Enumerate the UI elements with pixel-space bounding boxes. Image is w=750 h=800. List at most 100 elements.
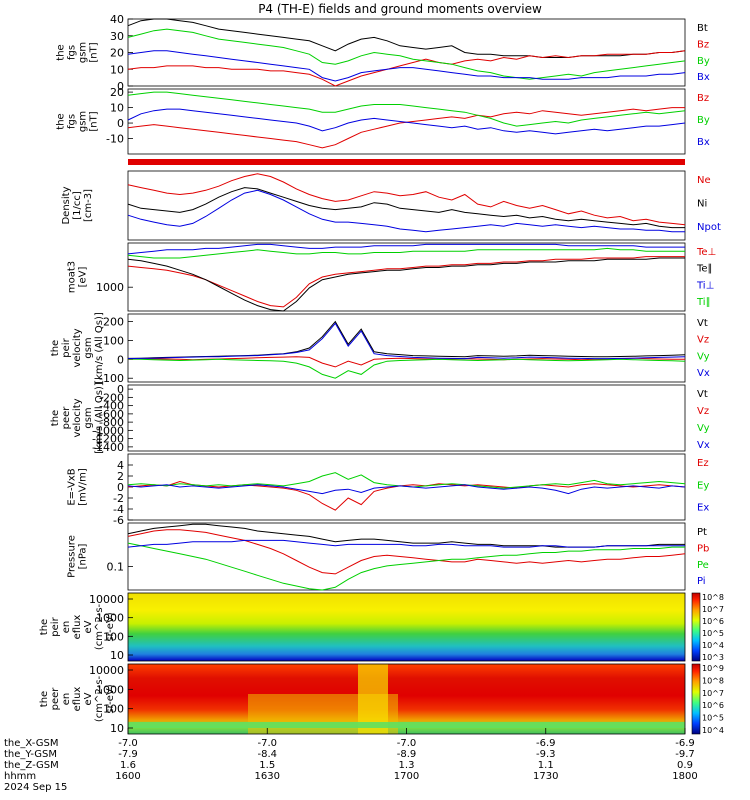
series-line-Ni xyxy=(127,187,685,229)
series-line-Vt xyxy=(127,320,686,359)
y-axis-label: velocity xyxy=(72,398,83,437)
colorbar-tick-label: 10^3 xyxy=(702,653,724,662)
series-line-By xyxy=(127,28,686,80)
y-axis-label: the xyxy=(50,410,61,426)
y-tick-label: -6 xyxy=(113,514,124,527)
panel-frame xyxy=(127,592,686,662)
series-line-Pi xyxy=(127,539,685,548)
date-label: 2024 Sep 15 xyxy=(4,782,67,793)
panel-7: 0.1 Pressure [nPa] Pt Pb Pe Pi xyxy=(67,522,709,591)
y-axis-label: sr-eV) xyxy=(105,612,116,641)
y-tick-label: 0 xyxy=(117,353,124,366)
legend-entry: Ey xyxy=(697,480,709,491)
colorbar-tick-label: 10^6 xyxy=(702,617,724,626)
colorbar-tick-label: 10^5 xyxy=(702,714,724,723)
y-axis-label: [km/s (All Qs)] xyxy=(94,312,105,384)
series-line-By xyxy=(127,91,686,127)
y-axis-label: en xyxy=(61,621,72,634)
legend-entry: Vy xyxy=(697,423,710,434)
x-axis-row-label: hhmm xyxy=(4,771,36,782)
y-axis-label: the xyxy=(56,44,67,60)
legend-entry: Te∥ xyxy=(696,264,713,275)
legend-entry: Vt xyxy=(697,318,708,329)
y-axis-label: (cm^2-s- xyxy=(94,675,105,722)
spectrogram-feature xyxy=(128,722,685,728)
y-axis-label: E=-VxB xyxy=(67,468,78,505)
x-tick-label: 1600 xyxy=(115,771,140,782)
y-tick-label: 2 xyxy=(117,470,124,483)
y-tick-label: -2 xyxy=(113,492,124,505)
series-line-Pe xyxy=(127,542,685,591)
series-line-Vy xyxy=(127,358,686,379)
y-tick-label: 1000 xyxy=(96,683,124,696)
panel-0: 0 10 20 30 40 the fgs gsm [nT] Bt Bz By Bx xyxy=(56,13,710,93)
y-tick-label: -400 xyxy=(99,400,124,413)
colorbar-tick-label: 10^4 xyxy=(702,726,724,735)
colorbar-tick-label: 10^7 xyxy=(702,689,724,698)
x-tick-label: 1700 xyxy=(394,771,419,782)
panel-frame xyxy=(127,242,686,312)
series-line-Te∥ xyxy=(127,257,685,312)
legend-entry: Vy xyxy=(697,351,710,362)
x-tick-label: 1800 xyxy=(672,771,697,782)
colorbar-tick-label: 10^7 xyxy=(702,605,724,614)
y-tick-label: -1400 xyxy=(92,441,124,454)
y-axis-label: en xyxy=(61,693,72,706)
y-axis-label: [nPa] xyxy=(78,543,89,569)
series-line-Vx xyxy=(127,322,686,360)
y-axis-label: [nT] xyxy=(89,111,100,131)
x-tick-label: 1.6 xyxy=(120,760,136,771)
colorbar xyxy=(691,663,701,735)
colorbar-tick-label: 10^6 xyxy=(702,701,724,710)
y-tick-label: 1000 xyxy=(96,281,124,294)
panel-9: 10^9 10^8 10^7 10^6 10^5 10^4 10 100 1000 10000 th… xyxy=(39,663,724,735)
panel-2: Density [1/cc] [cm-3] Ne Ni Npot xyxy=(61,170,721,241)
y-tick-label: 20 xyxy=(110,47,124,60)
y-tick-label: 0 xyxy=(117,80,124,93)
y-axis-label: [mV/m] xyxy=(78,468,89,506)
panel-frame xyxy=(127,313,686,383)
series-line-Ti⊥ xyxy=(127,243,685,255)
y-tick-label: 30 xyxy=(110,30,124,43)
y-tick-label: 10000 xyxy=(89,664,124,677)
y-tick-label: 10 xyxy=(110,63,124,76)
x-tick-label: -7.0 xyxy=(257,738,277,749)
legend-entry: Vx xyxy=(697,368,710,379)
x-tick-label: -7.0 xyxy=(397,738,417,749)
legend-entry: By xyxy=(697,115,710,126)
series-line-Bz xyxy=(127,50,686,87)
y-axis-label: the xyxy=(50,340,61,356)
y-tick-label: 1000 xyxy=(96,612,124,625)
y-axis-label: sr-eV) xyxy=(105,684,116,713)
y-axis-label: gsm xyxy=(78,42,89,63)
panel-1: -10 0 10 20 the fgs gsm [nT] Bz By Bx xyxy=(56,86,710,155)
series-line-Ez xyxy=(127,480,686,511)
legend-entry: Bt xyxy=(697,23,708,34)
legend-entry: Ez xyxy=(697,458,709,469)
series-line-Ex xyxy=(127,484,686,495)
y-axis-label: eV xyxy=(83,692,94,705)
y-tick-label: -1200 xyxy=(92,433,124,446)
y-axis-label: gsm xyxy=(78,111,89,132)
colorbar-tick-label: 10^4 xyxy=(702,641,724,650)
legend-entry: Ti∥ xyxy=(696,297,711,308)
series-line-Te⊥ xyxy=(127,256,685,308)
y-axis-label: [cm-3] xyxy=(83,189,94,222)
y-axis-label: [eV] xyxy=(78,267,89,288)
y-tick-label: 100 xyxy=(103,703,124,716)
x-tick-label: -7.0 xyxy=(118,738,138,749)
y-axis-label: [km/s (All Qs)] xyxy=(94,382,105,454)
y-tick-label: 0 xyxy=(117,117,124,130)
y-tick-label: 20 xyxy=(110,86,124,99)
panel-frame xyxy=(127,522,686,591)
y-tick-label: -600 xyxy=(99,408,124,421)
x-axis-row-label: the_Z-GSM xyxy=(4,760,59,771)
y-axis-label: gsm xyxy=(83,337,94,358)
series-line-Bx xyxy=(127,50,686,82)
legend-entry: Ne xyxy=(697,175,711,186)
series-line-Pt xyxy=(127,523,685,548)
y-axis-label: [1/cc] xyxy=(72,191,83,220)
legend-entry: Bz xyxy=(697,39,709,50)
panel-3: 1000 moat3 [eV] Te⊥ Te∥ Ti⊥ Ti∥ xyxy=(67,242,716,312)
